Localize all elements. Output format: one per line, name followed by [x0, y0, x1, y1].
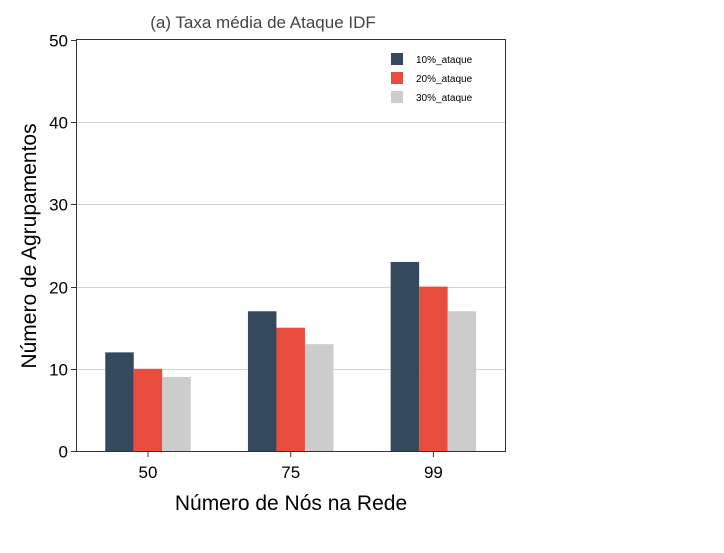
y-tick-label: 50 [49, 32, 68, 51]
y-tick-label: 20 [49, 279, 68, 298]
bar-20-ataque-50 [133, 368, 163, 451]
y-tick-label: 0 [59, 443, 68, 462]
bar-20-ataque-99 [419, 286, 448, 451]
x-tick-label: 75 [281, 463, 300, 482]
x-tick-labels: 50 75 99 [139, 451, 443, 482]
bar-10-ataque-99 [390, 261, 420, 451]
y-tick-label: 30 [49, 196, 68, 215]
legend-swatch [391, 53, 403, 65]
legend-label: 20%_ataque [416, 74, 473, 85]
bar-30-ataque-99 [447, 311, 477, 451]
bar-30-ataque-75 [304, 344, 334, 451]
bar-30-ataque-50 [162, 377, 191, 451]
legend: 10%_ataque 20%_ataque 30%_ataque [391, 53, 473, 104]
bar-10-ataque-50 [105, 352, 134, 451]
x-axis-label: Número de Nós na Rede [175, 492, 407, 515]
legend-swatch [391, 72, 403, 84]
bar-10-ataque-75 [247, 311, 277, 451]
bars [105, 261, 477, 451]
x-tick-label: 99 [424, 463, 443, 482]
legend-label: 10%_ataque [416, 55, 473, 66]
y-tick-label: 40 [49, 114, 68, 133]
bar-20-ataque-75 [276, 327, 305, 451]
y-tick-labels: 0 10 20 30 40 50 [49, 32, 77, 462]
x-tick-label: 50 [139, 463, 158, 482]
chart-title: (a) Taxa média de Ataque IDF [150, 13, 376, 32]
legend-swatch [391, 91, 403, 103]
y-axis-label: Número de Agrupamentos [18, 123, 41, 368]
y-tick-label: 10 [49, 361, 68, 380]
legend-label: 30%_ataque [416, 93, 473, 104]
